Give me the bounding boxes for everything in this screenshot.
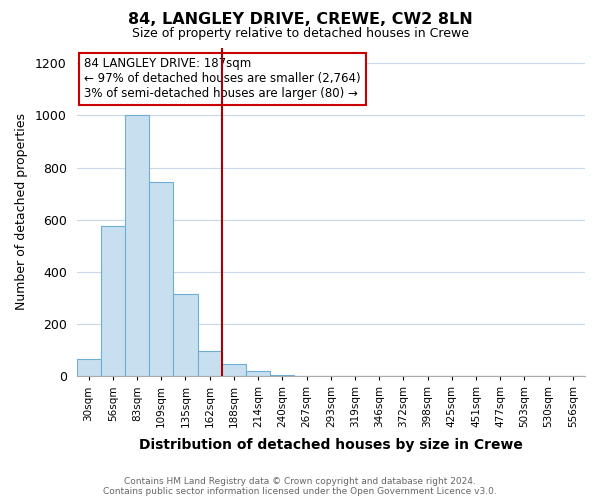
Y-axis label: Number of detached properties: Number of detached properties — [15, 114, 28, 310]
Bar — [270, 375, 295, 376]
X-axis label: Distribution of detached houses by size in Crewe: Distribution of detached houses by size … — [139, 438, 523, 452]
Bar — [77, 360, 101, 376]
Bar — [125, 116, 149, 376]
Bar — [197, 352, 222, 376]
Bar — [101, 226, 125, 376]
Text: Contains HM Land Registry data © Crown copyright and database right 2024.
Contai: Contains HM Land Registry data © Crown c… — [103, 476, 497, 496]
Text: 84, LANGLEY DRIVE, CREWE, CW2 8LN: 84, LANGLEY DRIVE, CREWE, CW2 8LN — [128, 12, 472, 28]
Bar — [149, 182, 173, 376]
Bar — [222, 364, 246, 376]
Bar — [173, 294, 197, 376]
Text: 84 LANGLEY DRIVE: 187sqm
← 97% of detached houses are smaller (2,764)
3% of semi: 84 LANGLEY DRIVE: 187sqm ← 97% of detach… — [84, 58, 361, 100]
Text: Size of property relative to detached houses in Crewe: Size of property relative to detached ho… — [131, 28, 469, 40]
Bar — [246, 371, 270, 376]
